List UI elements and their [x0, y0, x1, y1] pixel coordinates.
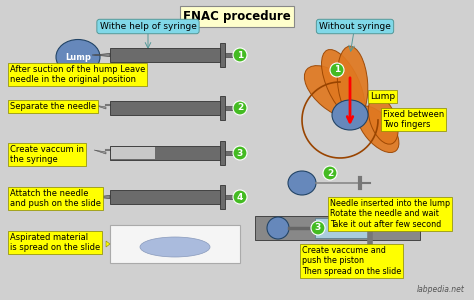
Text: Create vaccum in
the syringe: Create vaccum in the syringe	[10, 145, 84, 164]
Text: Needle inserted into the lump
Rotate the needle and wait
Take it out after few s: Needle inserted into the lump Rotate the…	[330, 199, 450, 229]
Circle shape	[311, 221, 325, 235]
Text: 3: 3	[315, 224, 321, 232]
FancyBboxPatch shape	[225, 106, 241, 110]
FancyBboxPatch shape	[110, 48, 220, 62]
Text: Fixed between
Two fingers: Fixed between Two fingers	[383, 110, 444, 129]
Text: After suction of the hump Leave
needle in the original position: After suction of the hump Leave needle i…	[10, 65, 146, 84]
FancyBboxPatch shape	[225, 53, 241, 57]
Ellipse shape	[321, 50, 365, 120]
Text: 1: 1	[237, 50, 243, 59]
Circle shape	[233, 101, 247, 115]
Circle shape	[233, 146, 247, 160]
Circle shape	[233, 190, 247, 204]
FancyBboxPatch shape	[110, 190, 220, 204]
Text: 3: 3	[237, 148, 243, 158]
FancyBboxPatch shape	[255, 216, 420, 240]
Circle shape	[330, 63, 344, 77]
Text: FNAC procedure: FNAC procedure	[183, 10, 291, 23]
Text: Lump: Lump	[370, 92, 395, 101]
Ellipse shape	[337, 46, 368, 118]
Text: Separate the needle: Separate the needle	[10, 102, 96, 111]
Text: Attatch the needle
and push on the slide: Attatch the needle and push on the slide	[10, 189, 101, 208]
FancyBboxPatch shape	[110, 101, 220, 115]
Polygon shape	[106, 241, 110, 247]
Text: 2: 2	[327, 169, 333, 178]
Polygon shape	[94, 105, 106, 109]
Ellipse shape	[140, 237, 210, 257]
Polygon shape	[92, 196, 110, 199]
Ellipse shape	[288, 171, 316, 195]
FancyBboxPatch shape	[220, 185, 225, 209]
Text: Lump: Lump	[65, 52, 91, 62]
Polygon shape	[92, 53, 110, 56]
Ellipse shape	[368, 96, 398, 144]
FancyBboxPatch shape	[225, 151, 241, 155]
Polygon shape	[94, 150, 106, 154]
Circle shape	[323, 166, 337, 180]
Text: 1: 1	[334, 65, 340, 74]
FancyBboxPatch shape	[110, 146, 220, 160]
FancyBboxPatch shape	[111, 147, 155, 159]
Text: Without syringe: Without syringe	[319, 22, 391, 31]
Ellipse shape	[56, 40, 100, 74]
Circle shape	[267, 217, 289, 239]
FancyBboxPatch shape	[110, 225, 240, 263]
Text: Aspirated material
is spread on the slide: Aspirated material is spread on the slid…	[10, 233, 100, 252]
Text: Withe help of syringe: Withe help of syringe	[100, 22, 196, 31]
Ellipse shape	[332, 100, 368, 130]
Ellipse shape	[357, 106, 399, 152]
Ellipse shape	[304, 66, 363, 118]
Text: labpedia.net: labpedia.net	[417, 285, 465, 294]
FancyBboxPatch shape	[220, 96, 225, 120]
FancyBboxPatch shape	[315, 218, 370, 238]
FancyBboxPatch shape	[220, 141, 225, 165]
Text: 4: 4	[237, 193, 243, 202]
FancyBboxPatch shape	[220, 43, 225, 67]
Circle shape	[233, 48, 247, 62]
Text: 2: 2	[237, 103, 243, 112]
FancyBboxPatch shape	[225, 195, 241, 199]
Text: Create vaccume and
push the piston
Then spread on the slide: Create vaccume and push the piston Then …	[302, 246, 401, 276]
